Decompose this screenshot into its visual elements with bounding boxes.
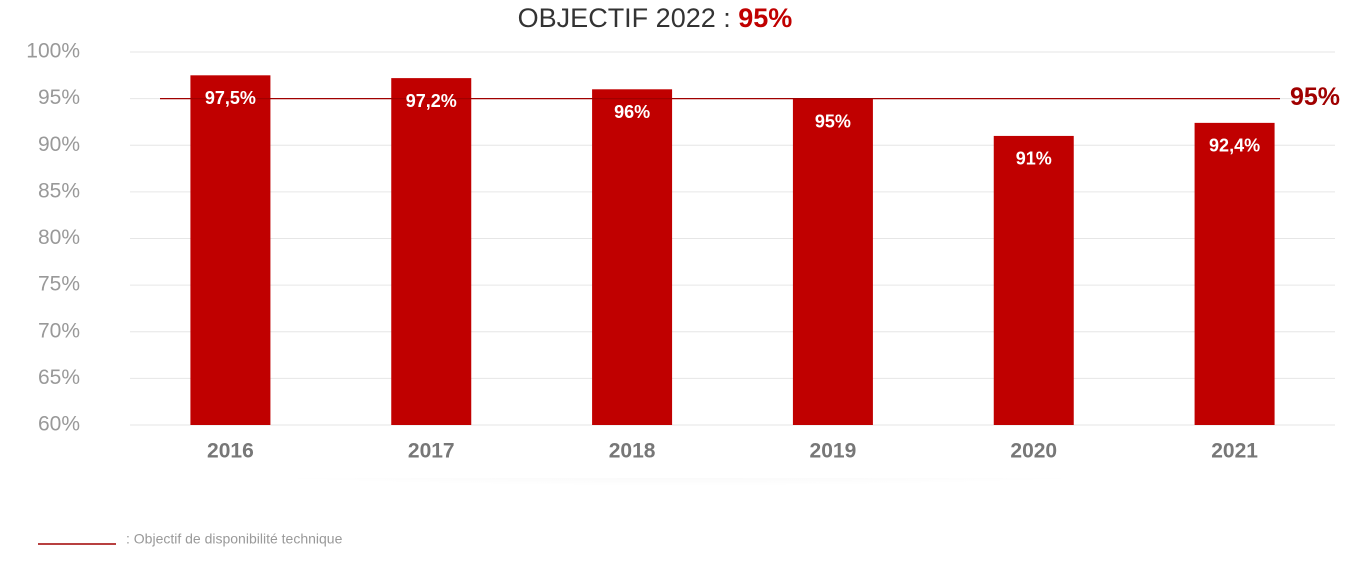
x-tick-label: 2020 <box>1010 440 1057 463</box>
title-text: OBJECTIF 2022 : <box>518 3 731 33</box>
plot: 60% 65% 70% 75% 80% 85% 90% 95% 100% 2016 2017 2018… <box>26 40 1340 463</box>
value-label: 97,5% <box>205 88 256 108</box>
value-label: 96% <box>614 102 650 122</box>
bar <box>1194 122 1275 426</box>
y-tick-label: 100% <box>26 40 80 63</box>
value-label: 92,4% <box>1209 136 1260 156</box>
y-tick-label: 70% <box>38 319 80 342</box>
chart-title: OBJECTIF 2022 : 95% <box>518 3 793 33</box>
x-tick-label: 2021 <box>1211 440 1258 463</box>
bar <box>592 89 673 426</box>
bar <box>792 98 873 425</box>
bar <box>391 78 472 426</box>
title-target: 95% <box>738 3 792 33</box>
value-label: 91% <box>1016 149 1052 169</box>
value-label: 95% <box>815 111 851 131</box>
y-tick-label: 75% <box>38 273 80 296</box>
y-tick-label: 85% <box>38 179 80 202</box>
x-tick-label: 2019 <box>810 440 857 463</box>
x-tick-label: 2018 <box>609 440 656 463</box>
legend-label: : Objectif de disponibilité technique <box>126 531 343 547</box>
value-label: 97,2% <box>406 91 457 111</box>
y-tick-label: 90% <box>38 133 80 156</box>
y-tick-label: 60% <box>38 413 80 436</box>
y-tick-label: 65% <box>38 366 80 389</box>
bar <box>993 135 1074 426</box>
bar <box>190 75 271 425</box>
y-tick-label: 95% <box>38 86 80 109</box>
x-tick-label: 2017 <box>408 440 455 463</box>
y-tick-label: 80% <box>38 226 80 249</box>
x-tick-label: 2016 <box>207 440 254 463</box>
target-label: 95% <box>1290 83 1340 111</box>
